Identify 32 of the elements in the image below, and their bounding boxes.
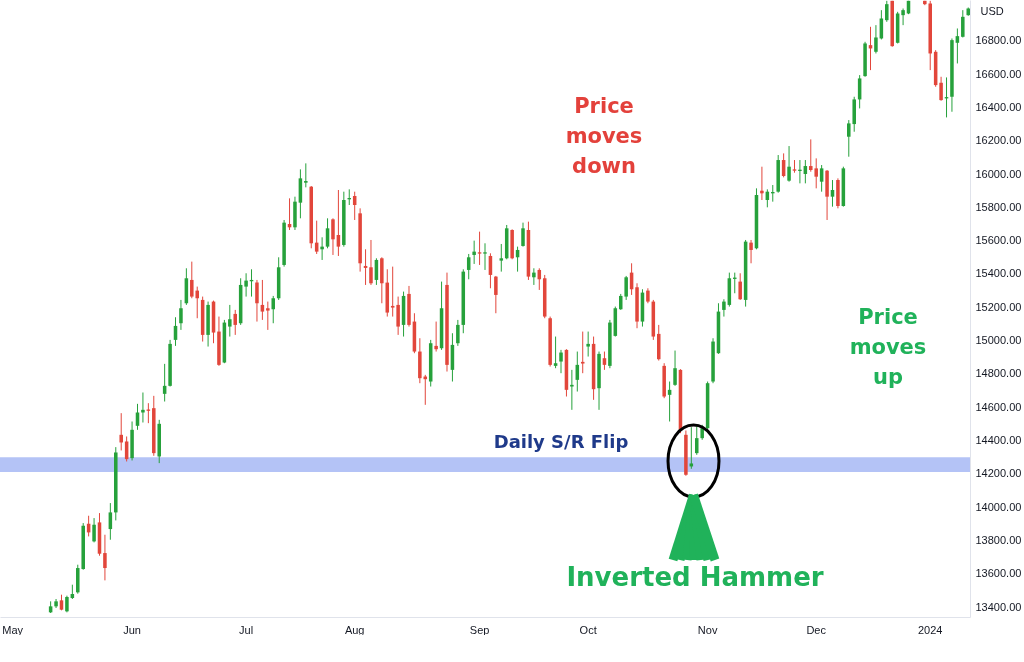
x-tick-label: Jul <box>239 623 254 636</box>
x-tick-label: May <box>2 623 24 636</box>
y-tick-label: 14000.00 <box>975 500 1022 513</box>
y-tick-label: 14600.00 <box>975 400 1022 413</box>
y-tick-label: 15000.00 <box>975 334 1022 347</box>
x-tick-label: Nov <box>697 623 718 636</box>
y-tick-label: 16200.00 <box>975 134 1022 147</box>
y-tick-label: 14200.00 <box>975 467 1022 480</box>
annotation: Price moves up <box>849 305 927 389</box>
y-tick-label: 15400.00 <box>975 267 1022 280</box>
y-tick-label: 15200.00 <box>975 300 1022 313</box>
y-tick-label: 16000.00 <box>975 167 1022 180</box>
y-tick-label: 13600.00 <box>975 567 1022 580</box>
y-tick-label: 16400.00 <box>975 100 1022 113</box>
band-label: Daily S/R Flip <box>493 431 629 453</box>
y-tick-label: 16600.00 <box>975 67 1022 80</box>
x-tick-label: Oct <box>579 623 597 636</box>
x-tick-label: Dec <box>806 623 827 636</box>
x-tick-label: 2024 <box>917 623 943 636</box>
x-tick-label: Aug <box>344 623 365 636</box>
y-tick-label: 13400.00 <box>975 600 1022 613</box>
x-tick-label: Sep <box>469 623 490 636</box>
y-tick-label: 16800.00 <box>975 34 1022 47</box>
x-tick-label: Jun <box>123 623 141 636</box>
y-axis-title: USD <box>980 4 1004 17</box>
y-tick-label: 14800.00 <box>975 367 1022 380</box>
y-tick-label: 15800.00 <box>975 200 1022 213</box>
y-tick-label: 14400.00 <box>975 433 1022 446</box>
annotation: Inverted Hammer <box>566 562 824 592</box>
y-tick-label: 13800.00 <box>975 533 1022 546</box>
y-tick-label: 15600.00 <box>975 234 1022 247</box>
annotation: Price moves down <box>565 94 643 178</box>
